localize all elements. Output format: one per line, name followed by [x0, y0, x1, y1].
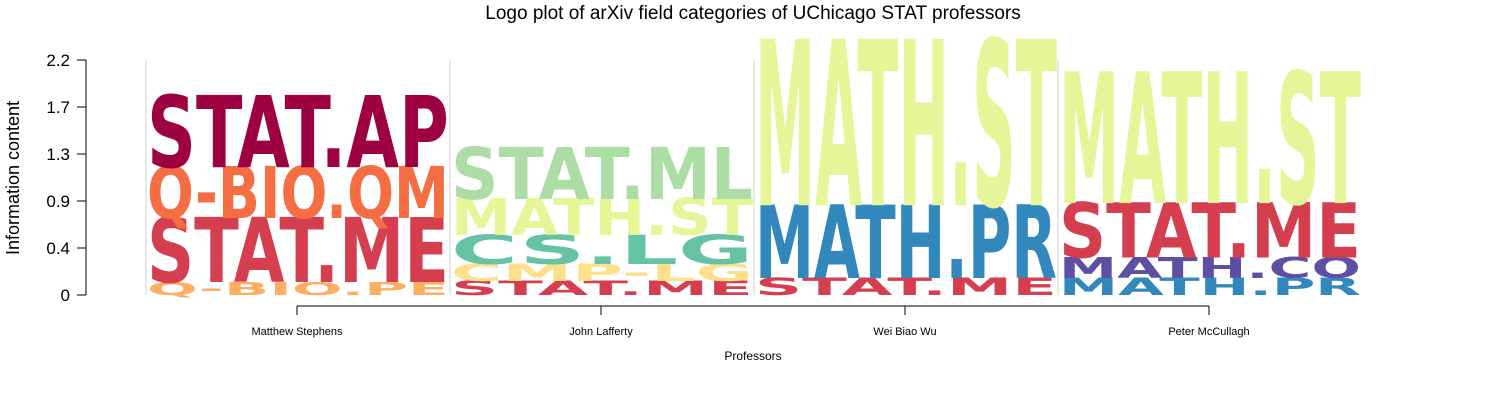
logo-letter-stack: STAT.ME	[755, 273, 1057, 301]
y-axis: 0 0.4 0.9 1.3 1.7 2.2	[46, 51, 87, 305]
logo-letter-stack: STAT.ME	[1059, 187, 1361, 276]
x-tick-label: Peter McCullagh	[1168, 326, 1249, 338]
logo-letters: Q-BIO.PESTAT.MEQ-BIO.QMSTAT.APSTAT.MECMP…	[147, 0, 1361, 304]
logo-letter: Q-BIO.QM	[147, 153, 449, 236]
logo-letter: MATH.ST	[755, 0, 1057, 260]
y-tick-label: 1.7	[46, 98, 70, 117]
logo-letter: MATH.CO	[1059, 251, 1361, 284]
x-tick-label: Matthew Stephens	[251, 326, 343, 338]
x-tick-label: John Lafferty	[569, 326, 633, 338]
logo-letter: STAT.ML	[451, 134, 753, 217]
logo-letter-stack: Q-BIO.QM	[147, 153, 449, 236]
logo-letter-stack: STAT.ML	[451, 134, 753, 217]
logo-letter-stack: Q-BIO.PE	[147, 279, 449, 300]
logo-letter-stack: STAT.ME	[147, 200, 449, 304]
logo-letter-stack: MATH.ST	[451, 189, 753, 248]
logo-letter: MATH.PR	[1059, 273, 1361, 301]
logo-letter: STAT.AP	[147, 76, 449, 192]
logo-letter: Q-BIO.PE	[147, 279, 449, 300]
chart-title: Logo plot of arXiv field categories of U…	[485, 3, 1020, 24]
logo-letter: STAT.ME	[147, 200, 449, 304]
x-axis-label: Professors	[724, 349, 781, 363]
logo-letter: CMP-LG	[451, 260, 753, 287]
logo-letter: STAT.ME	[755, 273, 1057, 301]
logo-letter: MATH.PR	[755, 184, 1057, 302]
y-axis-label: Information content	[3, 101, 23, 255]
logo-letter-stack: MATH.CO	[1059, 251, 1361, 284]
logo-letter-stack: MATH.ST	[1059, 35, 1361, 246]
logo-letter: CS.LG	[451, 227, 753, 274]
y-tick-label: 1.3	[46, 145, 70, 164]
logo-letter-stack: MATH.PR	[1059, 273, 1361, 301]
logo-letter: MATH.ST	[1059, 35, 1361, 246]
logo-letter-stack: MATH.ST	[755, 0, 1057, 260]
y-tick-label: 0.4	[46, 239, 70, 258]
y-tick-label: 0.9	[46, 192, 70, 211]
logo-letter: STAT.ME	[1059, 187, 1361, 276]
logo-letter: MATH.ST	[451, 189, 753, 248]
y-tick-label: 0	[61, 286, 70, 305]
logo-letter-stack: STAT.ME	[451, 277, 753, 299]
x-axis: Matthew Stephens John Lafferty Wei Biao Wu…	[251, 305, 1250, 338]
y-tick-label: 2.2	[46, 51, 70, 70]
logo-letter-stack: CMP-LG	[451, 260, 753, 287]
logo-letter-stack: MATH.PR	[755, 184, 1057, 302]
logo-letter-stack: CS.LG	[451, 227, 753, 274]
x-tick-label: Wei Biao Wu	[873, 326, 936, 338]
column-dividers	[145, 60, 1059, 295]
logo-letter: STAT.ME	[451, 277, 753, 299]
logo-letter-stack: STAT.AP	[147, 76, 449, 192]
